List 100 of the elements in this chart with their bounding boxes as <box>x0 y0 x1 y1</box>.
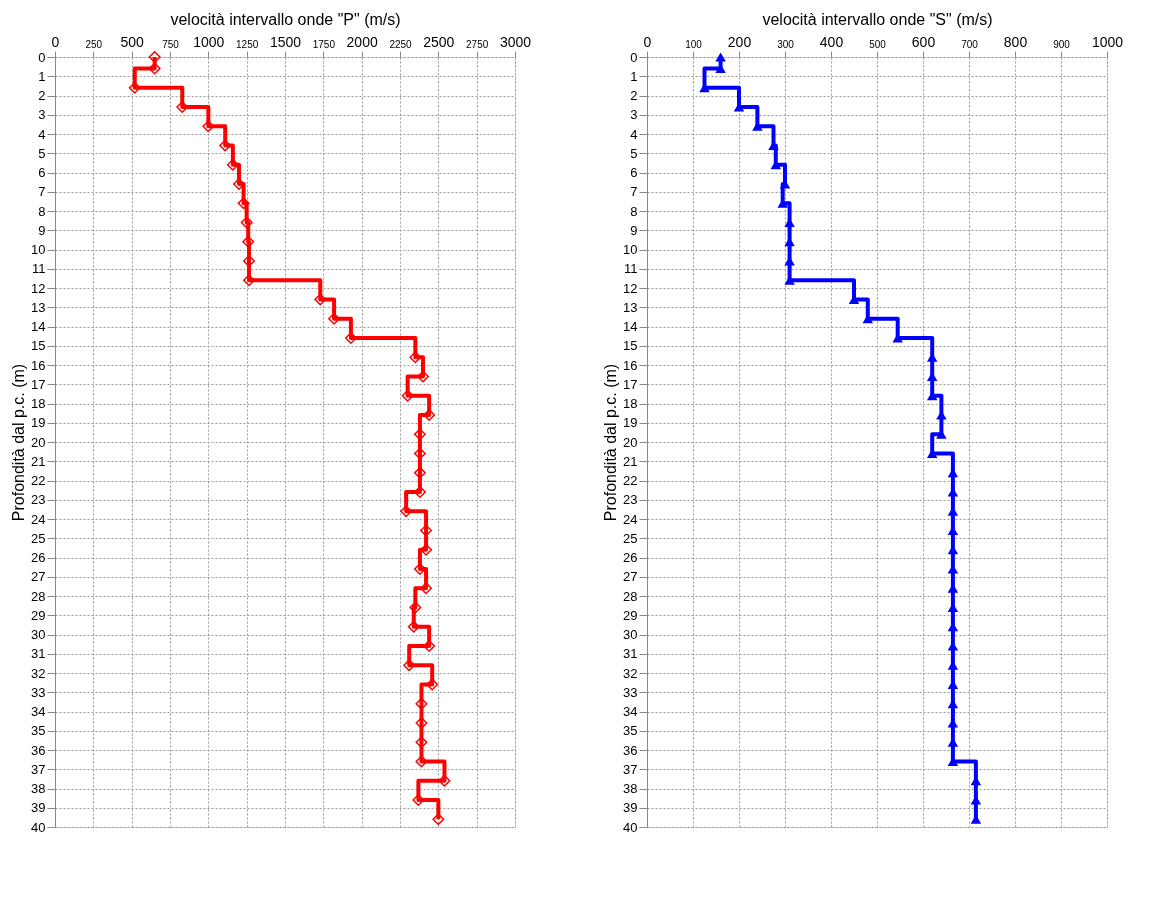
y-tick-label: 16 <box>31 357 46 373</box>
y-tick-label: 6 <box>38 165 46 180</box>
y-tick-label: 40 <box>31 819 46 835</box>
x-tick-label: 100 <box>685 38 703 50</box>
y-tick-label: 9 <box>38 222 46 238</box>
y-tick-label: 24 <box>623 511 638 527</box>
y-tick-label: 28 <box>31 588 46 604</box>
y-tick-label: 4 <box>630 126 638 142</box>
y-tick-label: 14 <box>623 319 638 334</box>
x-axis-title: velocità intervallo onde "S" (m/s) <box>762 10 993 28</box>
x-tick-label: 1250 <box>236 38 259 50</box>
y-tick-label: 7 <box>630 184 638 200</box>
y-tick-label: 27 <box>623 569 638 585</box>
x-tick-label: 2000 <box>346 33 378 50</box>
y-tick-label: 5 <box>630 145 638 161</box>
y-tick-label: 11 <box>624 261 638 277</box>
y-tick-label: 37 <box>623 761 638 777</box>
x-tick-label: 250 <box>85 38 103 50</box>
y-tick-label: 0 <box>630 49 638 65</box>
y-tick-label: 1 <box>630 68 638 84</box>
y-tick-label: 34 <box>623 704 638 719</box>
y-tick-label: 28 <box>623 588 638 604</box>
y-tick-label: 12 <box>623 280 638 296</box>
y-tick-label: 38 <box>623 781 638 796</box>
x-tick-label: 400 <box>819 33 844 50</box>
y-tick-label: 10 <box>31 242 46 257</box>
y-tick-label: 17 <box>623 376 638 392</box>
y-tick-label: 30 <box>623 627 638 642</box>
x-tick-label: 1500 <box>269 33 302 50</box>
y-tick-label: 22 <box>623 473 638 488</box>
x-tick-label: 900 <box>1053 38 1071 50</box>
y-tick-label: 2 <box>38 88 46 103</box>
x-tick-label: 1750 <box>312 38 336 50</box>
y-tick-label: 33 <box>31 684 46 700</box>
y-tick-label: 3 <box>630 107 638 123</box>
y-tick-label: 33 <box>623 684 638 700</box>
y-tick-label: 15 <box>31 338 46 354</box>
y-tick-label: 31 <box>31 646 46 662</box>
x-tick-label: 700 <box>961 38 979 50</box>
y-tick-label: 36 <box>31 742 46 758</box>
y-tick-label: 40 <box>623 819 638 835</box>
y-tick-label: 32 <box>31 665 46 681</box>
x-tick-label: 500 <box>869 38 887 50</box>
x-tick-label: 2750 <box>466 38 489 50</box>
y-tick-label: 17 <box>31 376 46 392</box>
y-tick-label: 37 <box>31 761 46 777</box>
x-tick-label: 3000 <box>499 33 532 50</box>
y-tick-label: 24 <box>31 511 46 527</box>
x-tick-label: 1000 <box>1091 33 1124 50</box>
y-tick-label: 9 <box>630 222 638 238</box>
y-tick-label: 23 <box>623 492 638 508</box>
y-tick-label: 19 <box>623 415 638 431</box>
y-tick-label: 12 <box>31 280 46 296</box>
x-tick-label: 2500 <box>423 33 455 50</box>
y-tick-label: 3 <box>38 107 46 123</box>
y-tick-label: 22 <box>31 473 46 488</box>
y-tick-label: 38 <box>31 781 46 796</box>
y-tick-label: 5 <box>38 145 46 161</box>
y-tick-label: 14 <box>31 319 46 334</box>
y-tick-label: 18 <box>623 396 638 411</box>
y-tick-label: 10 <box>623 242 638 257</box>
y-tick-label: 8 <box>630 203 638 219</box>
y-tick-label: 35 <box>623 723 638 739</box>
y-tick-label: 31 <box>623 646 638 662</box>
y-tick-label: 32 <box>623 665 638 681</box>
y-tick-label: 26 <box>623 550 638 565</box>
y-tick-label: 23 <box>31 492 46 508</box>
x-tick-label: 800 <box>1003 33 1028 50</box>
y-tick-label: 20 <box>623 434 638 450</box>
y-tick-label: 0 <box>38 49 46 65</box>
y-tick-label: 25 <box>31 530 46 546</box>
y-tick-label: 21 <box>623 453 638 469</box>
y-tick-label: 29 <box>31 607 46 623</box>
y-axis-title: Profondità dal p.c. (m) <box>602 363 620 522</box>
y-tick-label: 15 <box>623 338 638 354</box>
y-tick-label: 11 <box>32 261 46 277</box>
x-tick-label: 300 <box>777 38 795 50</box>
y-tick-label: 7 <box>38 184 46 200</box>
y-tick-label: 4 <box>38 126 46 142</box>
y-tick-label: 13 <box>31 299 46 315</box>
y-tick-label: 16 <box>623 357 638 373</box>
x-tick-label: 600 <box>911 33 936 50</box>
y-tick-label: 29 <box>623 607 638 623</box>
y-tick-label: 1 <box>38 68 46 84</box>
y-tick-label: 13 <box>623 299 638 315</box>
y-tick-label: 2 <box>630 88 638 103</box>
x-tick-label: 500 <box>120 33 145 50</box>
y-tick-label: 36 <box>623 742 638 758</box>
x-tick-label: 1000 <box>193 33 225 50</box>
x-tick-label: 0 <box>51 33 60 50</box>
y-axis-title: Profondità dal p.c. (m) <box>10 363 28 522</box>
y-tick-label: 27 <box>31 569 46 585</box>
y-tick-label: 20 <box>31 434 46 450</box>
y-tick-label: 39 <box>31 800 46 816</box>
y-tick-label: 30 <box>31 627 46 642</box>
y-tick-label: 35 <box>31 723 46 739</box>
x-tick-label: 200 <box>727 33 752 50</box>
y-tick-label: 34 <box>31 704 46 719</box>
y-tick-label: 39 <box>623 800 638 816</box>
x-tick-label: 2250 <box>389 38 413 50</box>
